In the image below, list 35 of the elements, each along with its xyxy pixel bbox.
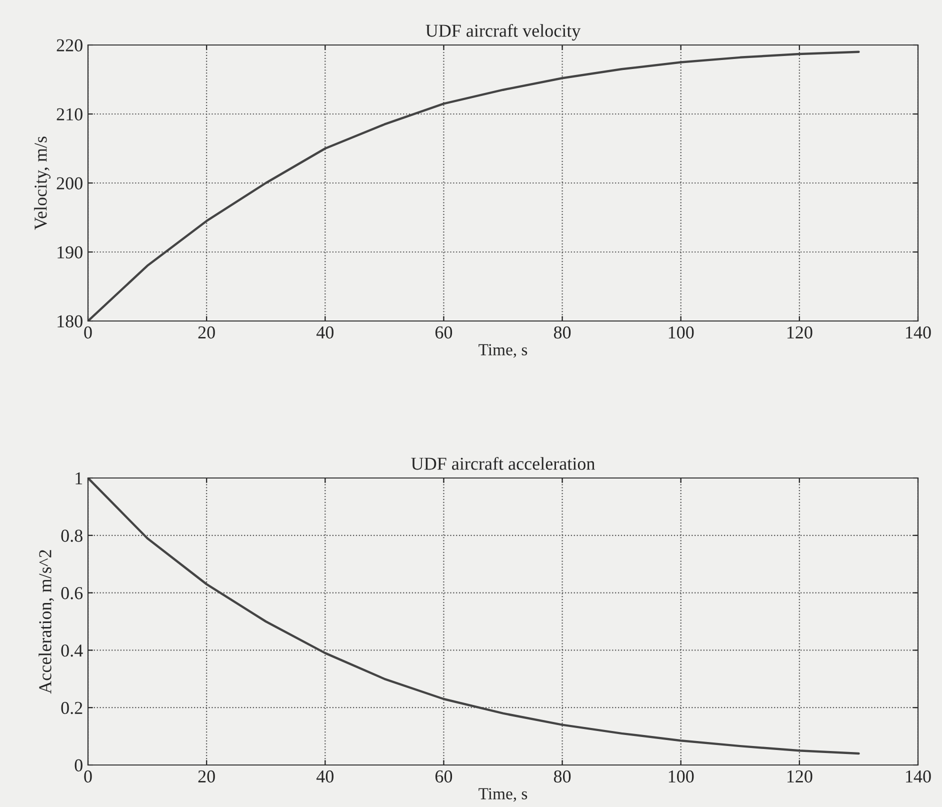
x-tick-label: 60 (435, 326, 452, 339)
y-tick-label: 0 (74, 759, 82, 772)
x-tick-label: 100 (668, 326, 694, 339)
y-tick-label: 1 (76, 472, 82, 484)
x-tick-label: 100 (668, 770, 694, 783)
y-tick-label: 200 (56, 177, 82, 190)
x-tick-label: 140 (906, 326, 931, 339)
x-axis-title: Time, s (478, 344, 528, 358)
x-tick-label: 80 (554, 326, 571, 339)
y-tick-label: 0.4 (61, 644, 83, 657)
x-tick-label: 40 (316, 326, 334, 339)
x-tick-label: 40 (316, 770, 334, 783)
chart-title: UDF aircraft acceleration (411, 456, 595, 470)
y-tick-label: 180 (58, 315, 82, 328)
y-tick-label: 220 (56, 39, 82, 52)
line-series (88, 478, 860, 755)
y-tick-label: 0.2 (61, 702, 82, 714)
x-tick-label: 60 (435, 770, 452, 783)
y-tick-label: 210 (56, 108, 82, 120)
x-tick-label: 20 (198, 326, 215, 339)
x-tick-label: 140 (906, 770, 931, 783)
x-tick-label: 0 (84, 770, 92, 783)
chart-title: UDF aircraft velocity (426, 24, 581, 41)
x-tick-label: 20 (198, 770, 215, 783)
y-tick-label: 0.8 (61, 530, 82, 542)
x-tick-label: 0 (84, 326, 92, 339)
y-tick-label: 190 (58, 246, 82, 258)
x-tick-label: 80 (554, 770, 571, 783)
x-axis-title: Time, s (478, 788, 528, 802)
x-tick-label: 120 (787, 770, 812, 783)
y-axis-title: Velocity, m/s (34, 136, 50, 230)
x-tick-label: 120 (787, 326, 812, 339)
y-tick-label: 0.6 (61, 587, 83, 600)
line-series (88, 50, 860, 321)
y-axis-title: Acceleration, m/s^2 (38, 550, 54, 694)
